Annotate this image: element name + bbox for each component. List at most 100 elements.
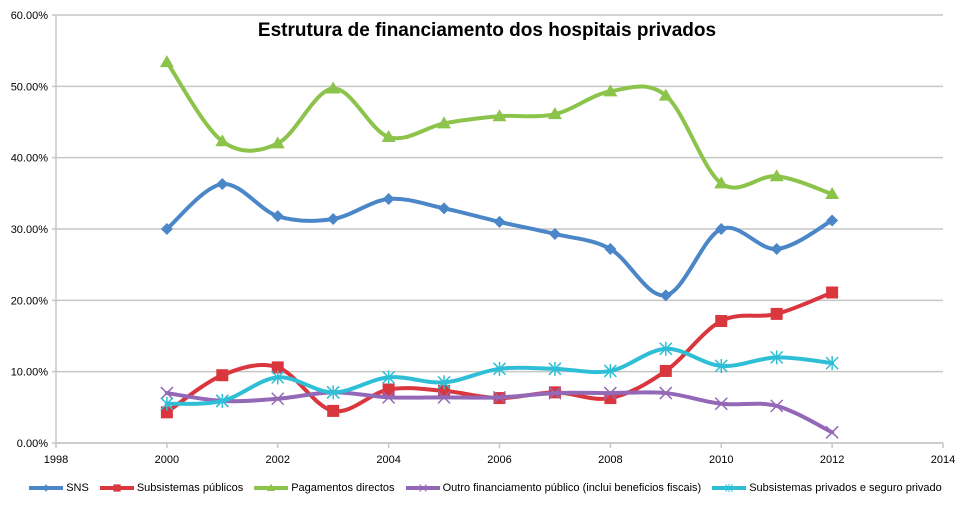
data-point [215,393,229,408]
data-point [714,358,728,373]
legend-swatch [99,484,134,492]
data-point [603,386,617,400]
legend-item: Pagamentos directos [253,482,395,494]
data-point [271,361,284,374]
legend-marker-shape [267,483,276,491]
data-point [825,187,840,200]
data-point [659,289,672,302]
data-point [437,375,451,390]
data-point [270,136,285,149]
data-point [659,341,673,356]
data-point [160,396,174,411]
y-tick-label: 20.00% [11,295,49,307]
data-point [326,81,341,94]
legend-item: Outro financiamento público (inclui bene… [405,482,702,494]
data-point [327,213,340,226]
legend-swatch [712,483,747,493]
data-point [714,176,729,189]
data-point [825,356,839,371]
x-tick-label: 2006 [487,454,511,466]
data-point [714,397,728,411]
legend-label: Subsistemas privados e seguro privado [749,482,942,494]
legend-marker-shape [42,484,50,492]
legend-item: SNS [28,482,89,494]
x-axis-tick-labels: 1998 2000 2002 2004 2006 2008 2010 2012 2014 [44,454,955,466]
data-point [603,363,617,378]
data-point [492,390,507,404]
y-axis-tick-labels: 0.00% 10.00% 20.00% 30.00% 40.00% 50.00% 60.00… [11,10,49,450]
data-point [381,129,396,142]
legend-swatch [405,484,440,492]
data-point [492,361,507,376]
data-point [326,385,340,400]
data-point [769,169,784,182]
axes [55,15,944,448]
legend-item: Subsistemas públicos [99,482,243,494]
legend-marker-shape [418,484,427,492]
series-group [159,55,840,439]
data-point [493,215,506,228]
data-point [826,286,839,299]
data-point [382,383,395,396]
y-tick-label: 0.00% [17,438,48,450]
data-point [825,425,839,439]
y-tick-label: 30.00% [11,224,49,236]
series-2 [159,55,840,200]
x-tick-label: 2012 [820,454,844,466]
data-point [271,392,285,406]
x-tick-label: 2000 [155,454,179,466]
legend-marker [418,484,427,492]
legend-item: Subsistemas privados e seguro privado [711,482,942,494]
legend-label: Subsistemas públicos [136,482,244,494]
series-line [164,60,835,197]
data-point [160,386,174,400]
data-point [547,107,562,120]
data-point [770,242,783,255]
data-point [382,193,395,206]
data-point [659,364,672,377]
legend-marker [725,483,734,493]
data-point [715,223,728,235]
x-tick-label: 2004 [376,454,400,466]
legend-marker [113,484,121,492]
data-point [548,386,562,400]
data-point [548,361,562,376]
data-point [437,116,452,129]
data-point [659,386,673,400]
data-point [437,390,451,404]
data-point [382,370,396,385]
data-point [382,390,396,404]
data-point [160,223,173,235]
data-point [770,399,784,413]
legend-swatch [29,484,64,492]
legend-label: SNS [66,482,89,494]
data-point [271,370,285,385]
legend-label: Outro financiamento público (inclui bene… [442,482,702,494]
legend-marker [42,484,50,492]
legend-marker-shape [113,484,121,492]
legend-label: Pagamentos directos [291,482,395,494]
series-4 [160,341,839,411]
y-tick-label: 10.00% [11,367,49,379]
legend-marker-shape [725,483,734,493]
series-0 [160,178,839,302]
legend-marker [267,483,276,491]
series-line [164,182,835,298]
data-point [492,109,507,122]
data-point [603,84,618,97]
x-tick-label: 2002 [266,454,290,466]
x-tick-label: 1998 [44,454,68,466]
legend: SNS Subsistemas públicos Pagamentos direct… [0,482,970,494]
data-point [215,134,230,147]
data-point [216,178,229,191]
data-point [658,88,673,101]
data-point [770,350,784,365]
data-point [770,307,783,320]
data-point [160,406,173,419]
data-point [159,55,174,68]
data-point [826,214,839,227]
legend-swatch [254,483,289,491]
data-point [548,227,561,240]
data-point [715,315,728,328]
x-tick-label: 2008 [598,454,622,466]
